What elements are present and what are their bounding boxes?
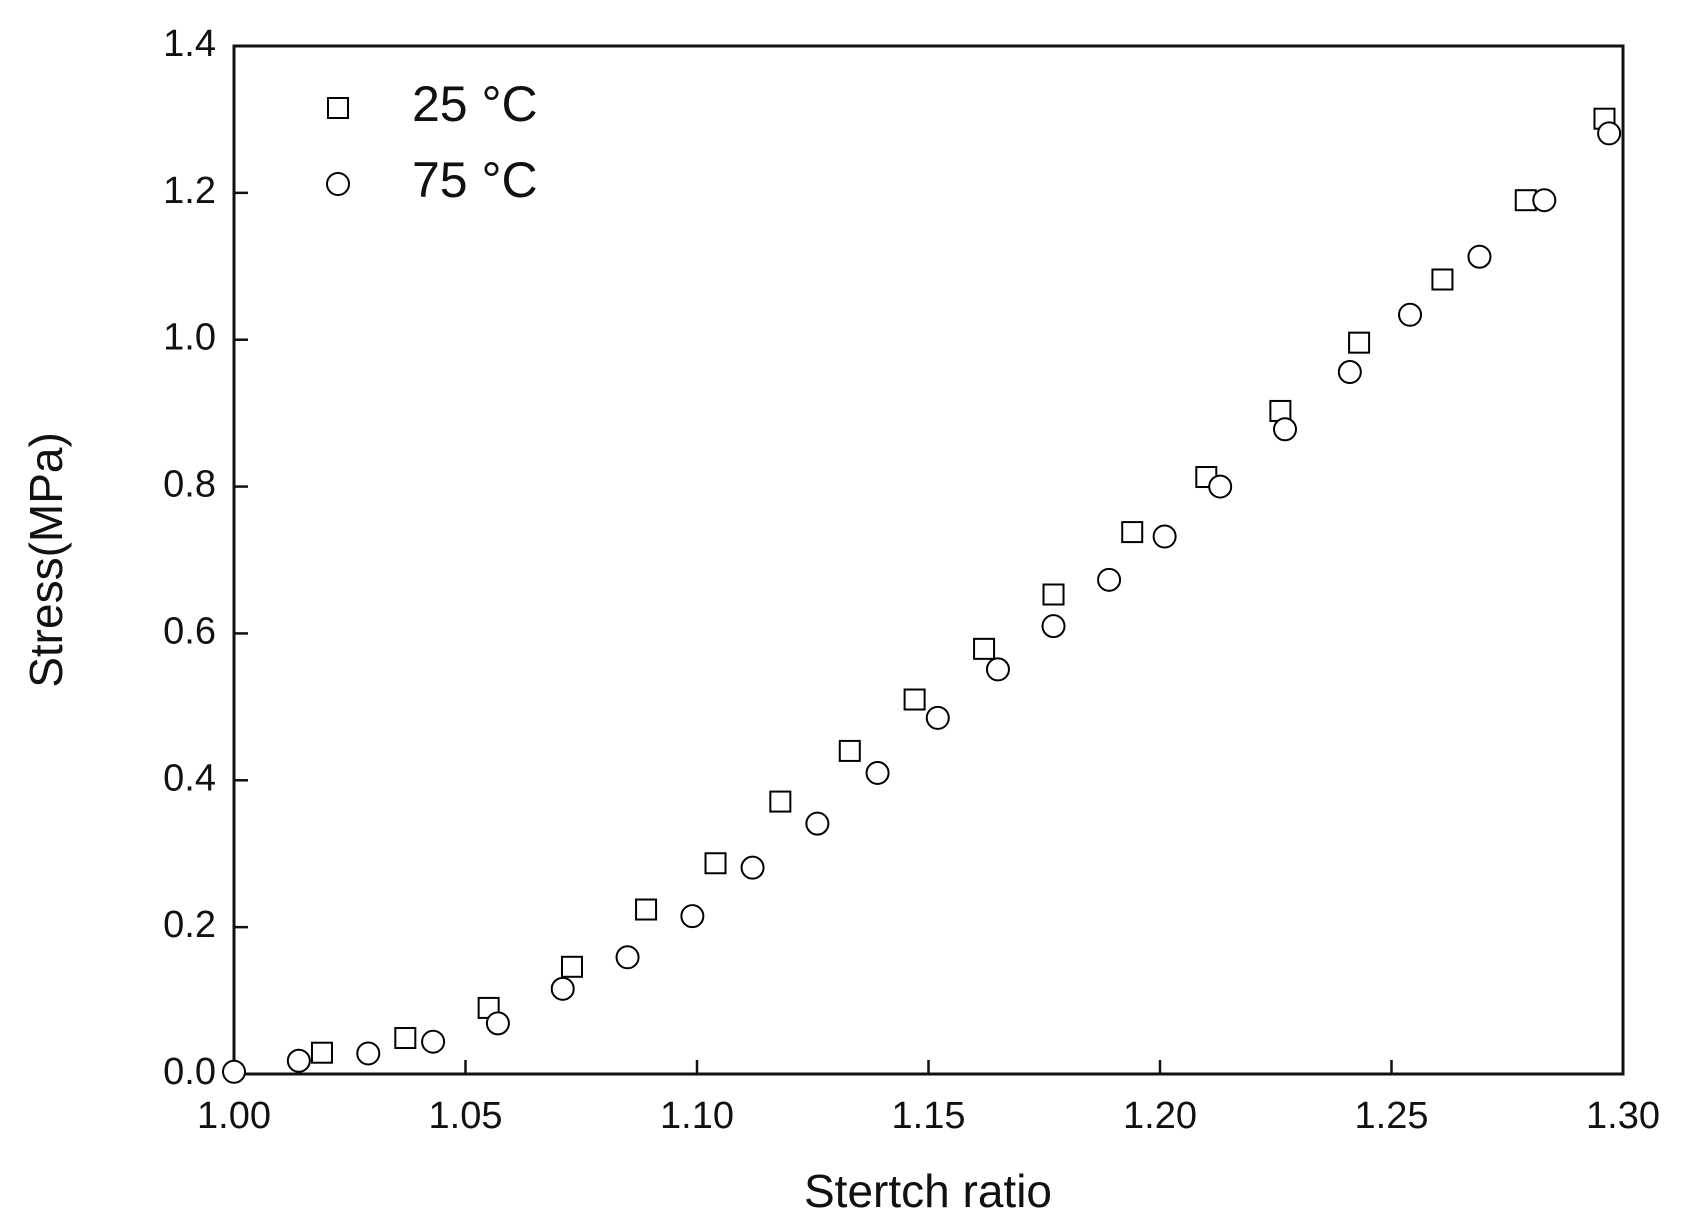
legend-label: 75 °C: [412, 152, 538, 208]
y-tick-label: 1.0: [163, 317, 216, 359]
marker-circle: [1273, 417, 1298, 442]
marker-circle: [865, 760, 890, 785]
y-tick-label: 1.2: [163, 170, 216, 212]
marker-square: [310, 1041, 333, 1064]
marker-square: [769, 790, 792, 813]
y-tick-label: 0.0: [163, 1051, 216, 1093]
marker-circle: [615, 945, 640, 970]
marker-square: [973, 637, 996, 660]
marker-circle: [1597, 121, 1622, 146]
marker-circle: [421, 1029, 446, 1054]
marker-square: [1431, 268, 1454, 291]
x-tick-label: 1.15: [892, 1095, 966, 1137]
y-tick-label: 1.4: [163, 23, 216, 65]
marker-circle: [1467, 244, 1492, 269]
x-tick-label: 1.25: [1355, 1095, 1429, 1137]
marker-circle: [1532, 188, 1557, 213]
marker-circle: [1041, 614, 1066, 639]
marker-circle: [805, 811, 830, 836]
y-tick-label: 0.6: [163, 610, 216, 652]
y-tick-label: 0.2: [163, 904, 216, 946]
marker-circle: [222, 1059, 246, 1084]
marker-circle: [1208, 474, 1233, 499]
marker-circle: [485, 1011, 510, 1036]
y-tick-label: 0.4: [163, 757, 216, 799]
marker-square: [704, 852, 727, 875]
y-tick-label: 0.8: [163, 464, 216, 506]
plot-frame: [232, 44, 1625, 1076]
marker-square: [1042, 583, 1065, 606]
marker-circle: [1398, 302, 1423, 327]
marker-circle: [925, 705, 950, 730]
marker-circle: [985, 657, 1010, 682]
marker-square: [560, 955, 583, 978]
x-tick-label: 1.10: [660, 1095, 734, 1137]
marker-circle: [356, 1041, 381, 1066]
legend-marker: [327, 97, 349, 119]
x-axis-title: Stertch ratio: [804, 1165, 1052, 1217]
x-tick-label: 1.30: [1586, 1095, 1660, 1137]
y-axis-title: Stress(MPa): [20, 432, 72, 688]
marker-square: [1121, 521, 1144, 544]
marker-square: [1348, 331, 1371, 354]
x-tick-label: 1.05: [429, 1095, 503, 1137]
marker-circle: [1152, 524, 1177, 549]
x-tick-label: 1.00: [197, 1095, 271, 1137]
marker-circle: [286, 1048, 311, 1073]
marker-square: [903, 688, 926, 711]
legend-marker: [326, 172, 350, 196]
marker-square: [838, 739, 861, 762]
marker-circle: [1337, 360, 1362, 385]
legend-label: 25 °C: [412, 76, 538, 132]
marker-circle: [740, 855, 765, 880]
marker-circle: [1097, 567, 1122, 592]
marker-circle: [550, 976, 575, 1001]
marker-square: [635, 898, 658, 921]
marker-square: [394, 1027, 417, 1050]
marker-circle: [680, 904, 705, 929]
x-tick-label: 1.20: [1123, 1095, 1197, 1137]
